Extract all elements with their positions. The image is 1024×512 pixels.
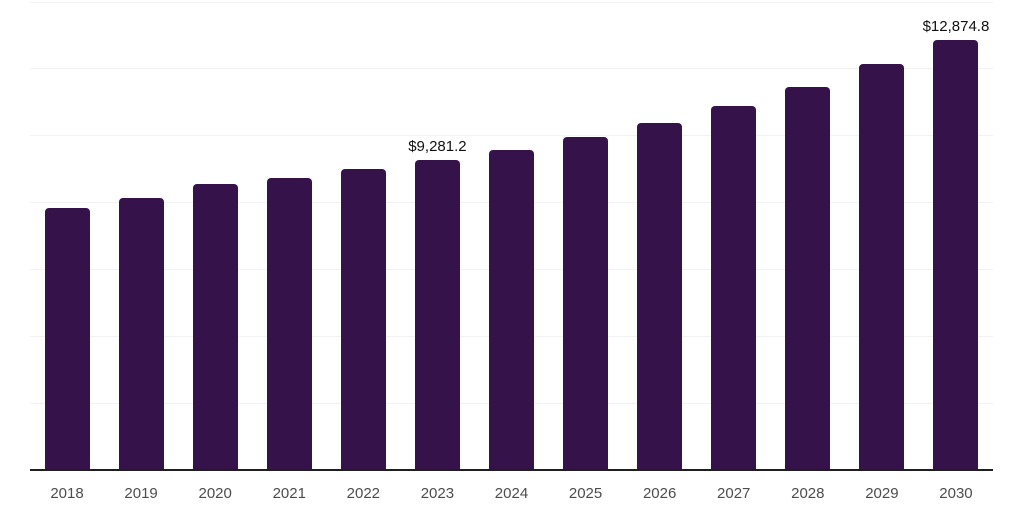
bar-2021[interactable]: [266, 177, 312, 470]
gridline: [30, 68, 993, 70]
x-tick-label-2022: 2022: [346, 485, 381, 502]
bar-2029[interactable]: [859, 64, 905, 470]
x-axis-line: [30, 469, 993, 471]
bar-2027[interactable]: [711, 105, 757, 470]
bar-2022[interactable]: [340, 168, 386, 470]
x-tick-label-2026: 2026: [642, 485, 677, 502]
x-tick-label-2023: 2023: [420, 485, 455, 502]
bar-2025[interactable]: [563, 137, 609, 470]
x-tick-label-2029: 2029: [865, 485, 899, 502]
bar-2030[interactable]: [933, 39, 979, 470]
bar-2018[interactable]: [44, 208, 90, 470]
x-tick-label-2021: 2021: [272, 485, 306, 502]
x-tick-label-2028: 2028: [791, 485, 825, 502]
x-tick-label-2027: 2027: [717, 485, 751, 502]
bar-2028[interactable]: [785, 86, 831, 470]
value-label-2030: $12,874.8: [922, 17, 990, 35]
x-tick-label-2024: 2024: [494, 485, 529, 502]
bar-2019[interactable]: [118, 197, 164, 470]
x-tick-label-2030: 2030: [939, 485, 973, 502]
bar-2026[interactable]: [637, 123, 683, 470]
gridline: [30, 1, 993, 3]
bar-2020[interactable]: [192, 183, 238, 470]
value-label-2023: $9,281.2: [408, 137, 467, 155]
bar-2024[interactable]: [489, 149, 534, 470]
x-tick-label-2020: 2020: [198, 485, 232, 502]
gridline: [30, 135, 993, 137]
x-tick-label-2018: 2018: [50, 485, 84, 502]
x-tick-label-2019: 2019: [124, 485, 158, 502]
bar-2023[interactable]: [414, 159, 460, 470]
x-tick-label-2025: 2025: [568, 485, 603, 502]
